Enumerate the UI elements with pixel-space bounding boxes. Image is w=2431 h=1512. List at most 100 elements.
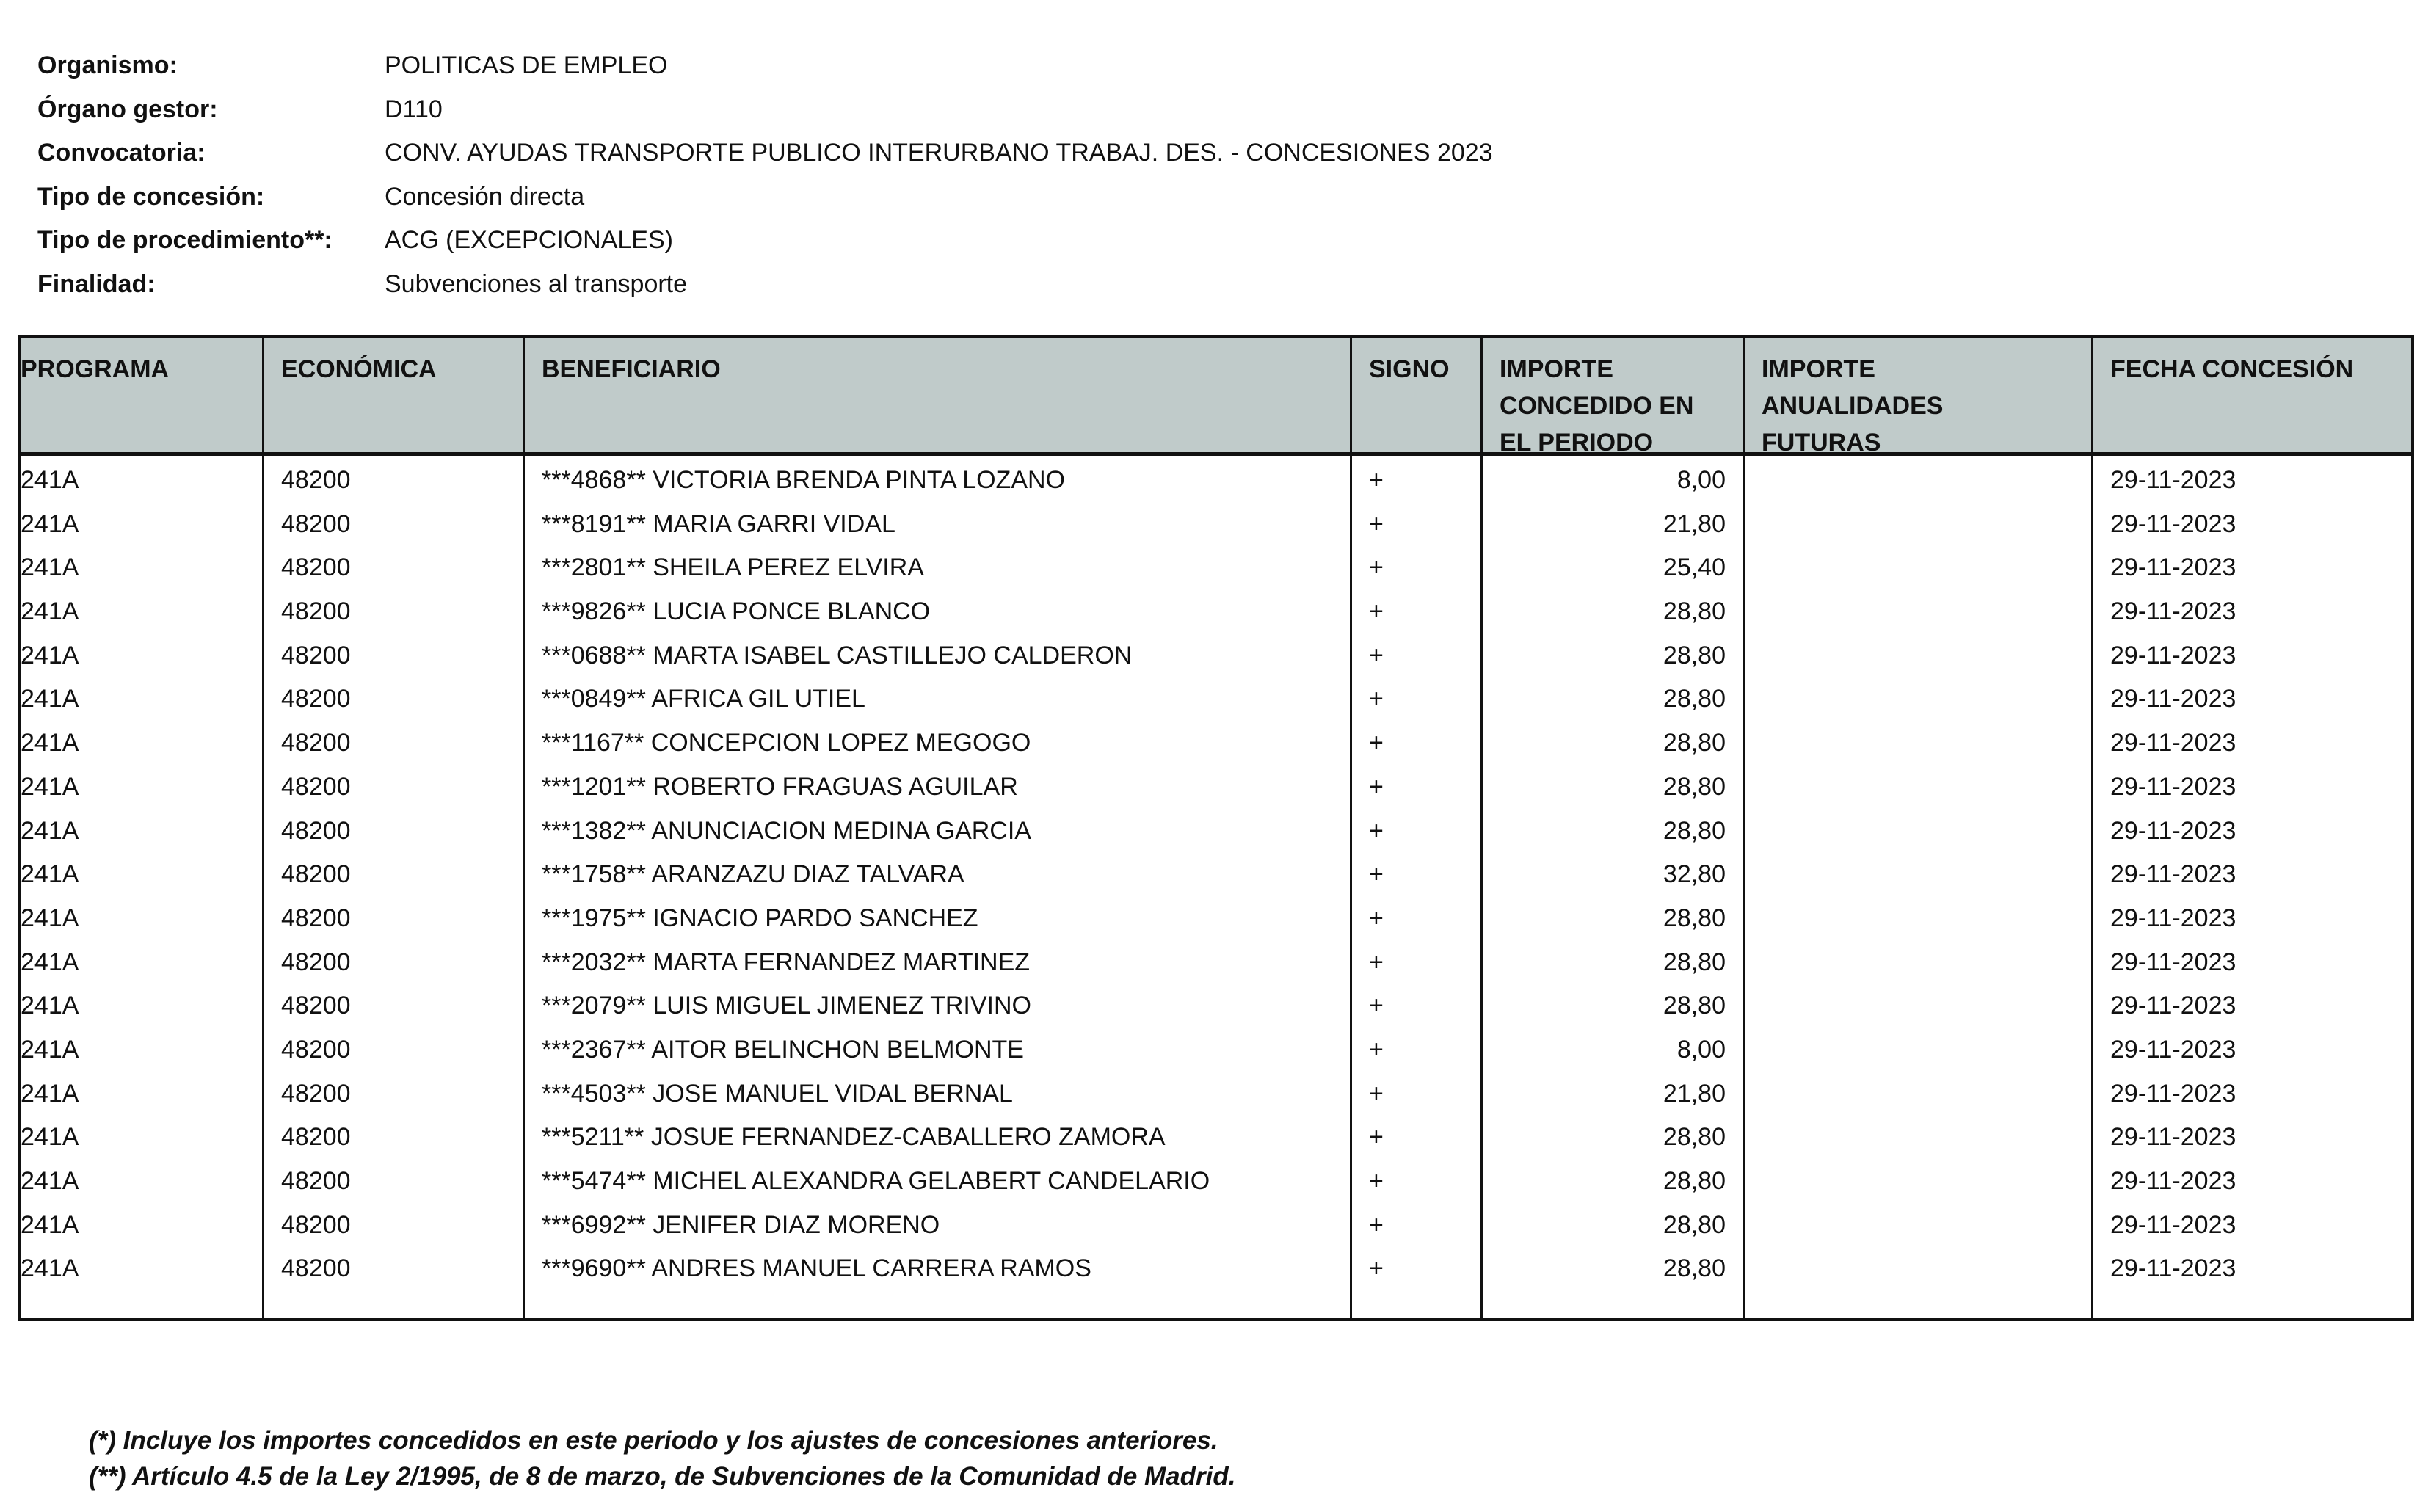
table-row: 241A 48200 ***1167** CONCEPCION LOPEZ MEGO… xyxy=(21,722,2411,766)
meta-value: Subvenciones al transporte xyxy=(385,269,688,298)
cell-fecha-concesion: 29-11-2023 xyxy=(2110,1254,2236,1283)
cell-beneficiario: ***2367** AITOR BELINCHON BELMONTE xyxy=(542,1035,1024,1064)
meta-row: Organismo: POLITICAS DE EMPLEO xyxy=(37,44,1493,88)
table-row: 241A 48200 ***2367** AITOR BELINCHON BELMO… xyxy=(21,1028,2411,1072)
cell-importe-concedido: 25,40 xyxy=(1663,553,1726,582)
meta-row: Finalidad: Subvenciones al transporte xyxy=(37,263,1493,307)
cell-programa: 241A xyxy=(21,509,79,538)
table-row: 241A 48200 ***4868** VICTORIA BRENDA PINTA… xyxy=(21,459,2411,503)
cell-economica: 48200 xyxy=(281,466,351,494)
cell-importe-concedido: 28,80 xyxy=(1663,729,1726,757)
cell-beneficiario: ***2079** LUIS MIGUEL JIMENEZ TRIVINO xyxy=(542,992,1031,1020)
cell-signo: + xyxy=(1369,553,1384,582)
cell-programa: 241A xyxy=(21,685,79,713)
cell-economica: 48200 xyxy=(281,729,351,757)
cell-beneficiario: ***1201** ROBERTO FRAGUAS AGUILAR xyxy=(542,772,1018,801)
cell-importe-concedido: 28,80 xyxy=(1663,597,1726,626)
cell-economica: 48200 xyxy=(281,1079,351,1108)
column-header-programa: PROGRAMA xyxy=(21,355,170,383)
cell-signo: + xyxy=(1369,509,1384,538)
cell-fecha-concesion: 29-11-2023 xyxy=(2110,509,2236,538)
cell-beneficiario: ***8191** MARIA GARRI VIDAL xyxy=(542,509,895,538)
cell-importe-concedido: 28,80 xyxy=(1663,1254,1726,1283)
cell-signo: + xyxy=(1369,904,1384,932)
cell-beneficiario: ***0688** MARTA ISABEL CASTILLEJO CALDER… xyxy=(542,641,1133,669)
cell-importe-concedido: 8,00 xyxy=(1676,1035,1726,1064)
column-divider xyxy=(262,338,264,1318)
column-divider xyxy=(1743,338,1745,1318)
cell-beneficiario: ***6992** JENIFER DIAZ MORENO xyxy=(542,1210,940,1239)
cell-importe-concedido: 21,80 xyxy=(1663,1079,1726,1108)
column-divider xyxy=(1480,338,1483,1318)
table-row: 241A 48200 ***2079** LUIS MIGUEL JIMENEZ T… xyxy=(21,984,2411,1028)
column-header-fecha-concesion: FECHA CONCESIÓN xyxy=(2110,355,2354,383)
cell-importe-concedido: 28,80 xyxy=(1663,1167,1726,1195)
cell-beneficiario: ***5211** JOSUE FERNANDEZ-CABALLERO ZAMO… xyxy=(542,1123,1166,1152)
meta-value: POLITICAS DE EMPLEO xyxy=(385,51,668,80)
cell-signo: + xyxy=(1369,1210,1384,1239)
cell-programa: 241A xyxy=(21,772,79,801)
cell-fecha-concesion: 29-11-2023 xyxy=(2110,904,2236,932)
cell-fecha-concesion: 29-11-2023 xyxy=(2110,816,2236,845)
cell-economica: 48200 xyxy=(281,904,351,932)
cell-economica: 48200 xyxy=(281,860,351,889)
footnote-1: (*) Incluye los importes concedidos en e… xyxy=(89,1426,1218,1455)
cell-signo: + xyxy=(1369,772,1384,801)
meta-value: CONV. AYUDAS TRANSPORTE PUBLICO INTERURB… xyxy=(385,139,1493,167)
cell-signo: + xyxy=(1369,992,1384,1020)
cell-beneficiario: ***1167** CONCEPCION LOPEZ MEGOGO xyxy=(542,729,1031,757)
cell-economica: 48200 xyxy=(281,1210,351,1239)
cell-fecha-concesion: 29-11-2023 xyxy=(2110,685,2236,713)
table-row: 241A 48200 ***5474** MICHEL ALEXANDRA GELA… xyxy=(21,1160,2411,1204)
table-row: 241A 48200 ***1975** IGNACIO PARDO SANCHEZ… xyxy=(21,897,2411,941)
table-header: PROGRAMA ECONÓMICA BENEFICIARIO SIGNO IMPORT… xyxy=(21,338,2411,457)
cell-programa: 241A xyxy=(21,466,79,494)
cell-programa: 241A xyxy=(21,948,79,976)
header-info: Organismo: POLITICAS DE EMPLEO Órgano gest… xyxy=(37,44,1493,306)
table-row: 241A 48200 ***1201** ROBERTO FRAGUAS AGUIL… xyxy=(21,766,2411,810)
table-row: 241A 48200 ***6992** JENIFER DIAZ MORENO +2… xyxy=(21,1204,2411,1248)
cell-economica: 48200 xyxy=(281,597,351,626)
column-header-importe-concedido: IMPORTE CONCEDIDO EN EL PERIODO xyxy=(1500,355,1694,457)
cell-importe-concedido: 28,80 xyxy=(1663,1210,1726,1239)
cell-programa: 241A xyxy=(21,1254,79,1283)
cell-importe-concedido: 28,80 xyxy=(1663,1123,1726,1152)
cell-fecha-concesion: 29-11-2023 xyxy=(2110,641,2236,669)
cell-economica: 48200 xyxy=(281,816,351,845)
cell-fecha-concesion: 29-11-2023 xyxy=(2110,1079,2236,1108)
meta-value: D110 xyxy=(385,95,443,123)
cell-programa: 241A xyxy=(21,641,79,669)
cell-signo: + xyxy=(1369,729,1384,757)
cell-importe-concedido: 32,80 xyxy=(1663,860,1726,889)
table-row: 241A 48200 ***0849** AFRICA GIL UTIEL +28,8… xyxy=(21,677,2411,722)
cell-beneficiario: ***4868** VICTORIA BRENDA PINTA LOZANO xyxy=(542,466,1066,494)
cell-fecha-concesion: 29-11-2023 xyxy=(2110,729,2236,757)
cell-beneficiario: ***2032** MARTA FERNANDEZ MARTINEZ xyxy=(542,948,1031,976)
cell-programa: 241A xyxy=(21,1035,79,1064)
cell-importe-concedido: 28,80 xyxy=(1663,641,1726,669)
cell-programa: 241A xyxy=(21,1167,79,1195)
cell-fecha-concesion: 29-11-2023 xyxy=(2110,1123,2236,1152)
cell-signo: + xyxy=(1369,466,1384,494)
column-divider xyxy=(523,338,525,1318)
column-header-signo: SIGNO xyxy=(1369,355,1450,383)
cell-beneficiario: ***5474** MICHEL ALEXANDRA GELABERT CAND… xyxy=(542,1167,1210,1195)
cell-signo: + xyxy=(1369,1035,1384,1064)
cell-signo: + xyxy=(1369,1123,1384,1152)
cell-fecha-concesion: 29-11-2023 xyxy=(2110,1035,2236,1064)
cell-programa: 241A xyxy=(21,904,79,932)
cell-programa: 241A xyxy=(21,1210,79,1239)
cell-signo: + xyxy=(1369,860,1384,889)
cell-importe-concedido: 28,80 xyxy=(1663,816,1726,845)
cell-programa: 241A xyxy=(21,816,79,845)
table-row: 241A 48200 ***8191** MARIA GARRI VIDAL +21,… xyxy=(21,503,2411,547)
table-row: 241A 48200 ***1758** ARANZAZU DIAZ TALVARA… xyxy=(21,853,2411,897)
cell-importe-concedido: 28,80 xyxy=(1663,992,1726,1020)
footnotes: (*) Incluye los importes concedidos en e… xyxy=(89,1422,1235,1494)
cell-beneficiario: ***4503** JOSE MANUEL VIDAL BERNAL xyxy=(542,1079,1013,1108)
cell-fecha-concesion: 29-11-2023 xyxy=(2110,597,2236,626)
cell-economica: 48200 xyxy=(281,1123,351,1152)
table-body: 241A 48200 ***4868** VICTORIA BRENDA PINTA… xyxy=(21,459,2411,1291)
cell-signo: + xyxy=(1369,1079,1384,1108)
footnote-2: (**) Artículo 4.5 de la Ley 2/1995, de 8… xyxy=(89,1462,1236,1491)
